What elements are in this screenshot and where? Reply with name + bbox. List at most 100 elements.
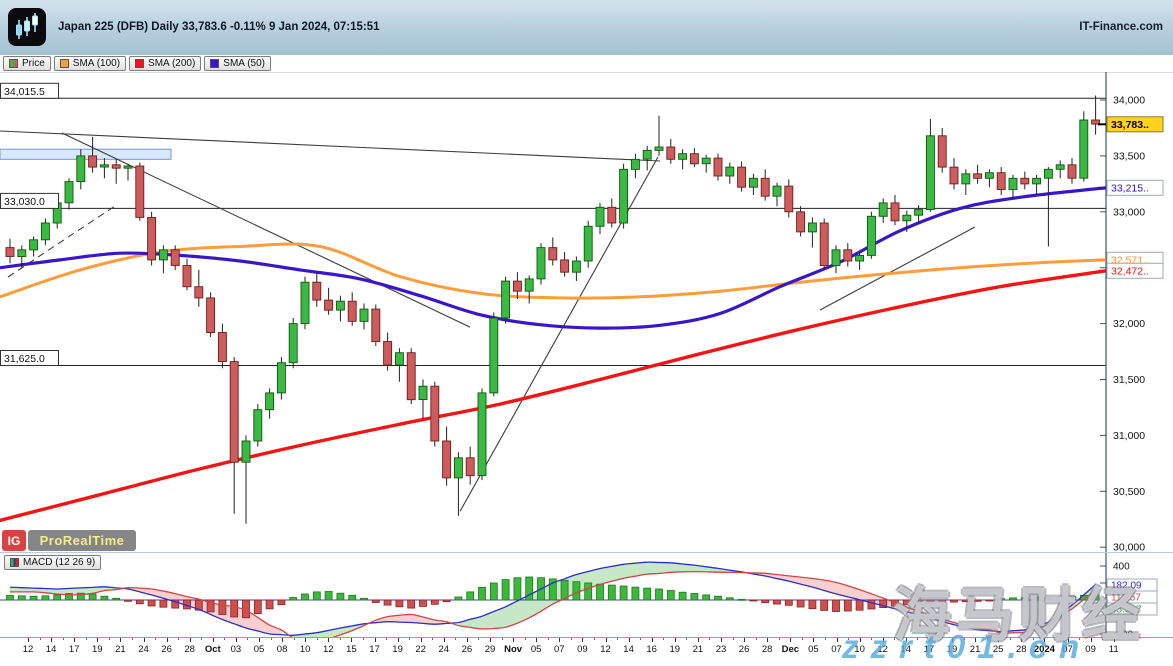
time-axis[interactable]: 12 14 17 19 21 24 26 28 Oct 03 05 08 10 12 15 17 19 22 24 2…: [0, 637, 1173, 661]
candle[interactable]: [937, 128, 947, 173]
candle[interactable]: [5, 238, 15, 264]
trendline[interactable]: [819, 226, 976, 311]
candle[interactable]: [394, 348, 404, 382]
candle[interactable]: [29, 236, 39, 257]
candle[interactable]: [477, 388, 487, 481]
candle[interactable]: [335, 295, 345, 322]
candle[interactable]: [737, 161, 747, 192]
candle[interactable]: [182, 258, 192, 291]
candle[interactable]: [560, 252, 570, 277]
trendline[interactable]: [0, 130, 661, 162]
candle[interactable]: [371, 304, 381, 346]
candle[interactable]: [88, 136, 98, 173]
candle[interactable]: [359, 303, 369, 330]
candle[interactable]: [583, 220, 593, 268]
candle[interactable]: [465, 446, 475, 485]
candle[interactable]: [949, 158, 959, 190]
candle[interactable]: [548, 237, 558, 266]
candle[interactable]: [1008, 174, 1018, 199]
candle[interactable]: [760, 169, 770, 201]
candle[interactable]: [630, 153, 640, 179]
candle[interactable]: [819, 218, 829, 270]
candle[interactable]: [536, 243, 546, 285]
trendline[interactable]: [61, 132, 471, 328]
candle[interactable]: [642, 145, 652, 171]
candle[interactable]: [1067, 158, 1077, 184]
candle[interactable]: [347, 292, 357, 326]
candle[interactable]: [76, 149, 86, 190]
candle[interactable]: [843, 243, 853, 267]
candle[interactable]: [831, 245, 841, 274]
candle[interactable]: [158, 245, 168, 274]
candle[interactable]: [265, 388, 275, 419]
candle[interactable]: [170, 245, 180, 270]
candle[interactable]: [1020, 171, 1030, 190]
candle[interactable]: [489, 312, 499, 397]
legend-tab-price[interactable]: Price: [3, 56, 51, 71]
candle[interactable]: [111, 159, 121, 184]
candle[interactable]: [1055, 160, 1065, 179]
candle[interactable]: [725, 162, 735, 184]
candle[interactable]: [678, 149, 688, 170]
candle[interactable]: [984, 169, 994, 188]
candle[interactable]: [1091, 95, 1101, 135]
candle[interactable]: [996, 167, 1006, 195]
candle[interactable]: [772, 182, 782, 207]
candle[interactable]: [807, 217, 817, 248]
prorealtime-logo[interactable]: IG ProRealTime: [2, 530, 136, 551]
candle[interactable]: [666, 139, 676, 164]
candle[interactable]: [123, 163, 133, 181]
candle[interactable]: [973, 164, 983, 184]
candle[interactable]: [217, 323, 227, 369]
candle[interactable]: [17, 245, 27, 268]
candle[interactable]: [701, 154, 711, 173]
candle[interactable]: [890, 195, 900, 226]
candle[interactable]: [878, 198, 888, 223]
candle[interactable]: [324, 287, 334, 315]
candle[interactable]: [1043, 167, 1053, 247]
main-chart-canvas[interactable]: 34,015.5 33,030.0 31,625.0 34,000 33,500 33,0…: [0, 72, 1173, 552]
candle[interactable]: [619, 163, 629, 229]
candle[interactable]: [312, 272, 322, 307]
candle[interactable]: [135, 162, 145, 221]
candle[interactable]: [925, 119, 935, 212]
candle[interactable]: [64, 178, 74, 210]
candle[interactable]: [241, 435, 251, 524]
candle[interactable]: [1079, 111, 1089, 182]
candle[interactable]: [406, 348, 416, 405]
legend-tab-sma-50-[interactable]: SMA (50): [204, 56, 271, 71]
candle[interactable]: [453, 452, 463, 516]
candle[interactable]: [524, 275, 534, 304]
candle[interactable]: [229, 357, 239, 514]
candle[interactable]: [855, 252, 865, 270]
candle[interactable]: [501, 276, 511, 324]
candle[interactable]: [253, 404, 263, 447]
trendline-dashed[interactable]: [7, 203, 119, 278]
candle[interactable]: [689, 148, 699, 168]
candle[interactable]: [796, 206, 806, 237]
legend-tab-sma-200-[interactable]: SMA (200): [129, 56, 202, 71]
sma200-line[interactable]: [0, 269, 1106, 523]
candle[interactable]: [442, 426, 452, 486]
candle[interactable]: [1032, 174, 1042, 195]
candle[interactable]: [383, 332, 393, 371]
candle[interactable]: [784, 179, 794, 218]
legend-tab-sma-100-[interactable]: SMA (100): [53, 56, 127, 71]
candle[interactable]: [713, 153, 723, 181]
candle[interactable]: [914, 205, 924, 223]
candle[interactable]: [512, 272, 522, 299]
candle[interactable]: [147, 211, 157, 266]
candle[interactable]: [902, 210, 912, 232]
candle[interactable]: [300, 276, 310, 330]
candle[interactable]: [654, 115, 664, 156]
highlight-zone[interactable]: [0, 148, 172, 160]
candle[interactable]: [418, 379, 428, 419]
candle[interactable]: [748, 173, 758, 195]
candle[interactable]: [595, 202, 605, 235]
candle[interactable]: [40, 218, 50, 246]
candle[interactable]: [961, 169, 971, 195]
candle[interactable]: [99, 158, 109, 179]
candle[interactable]: [288, 318, 298, 369]
candle[interactable]: [276, 357, 286, 400]
